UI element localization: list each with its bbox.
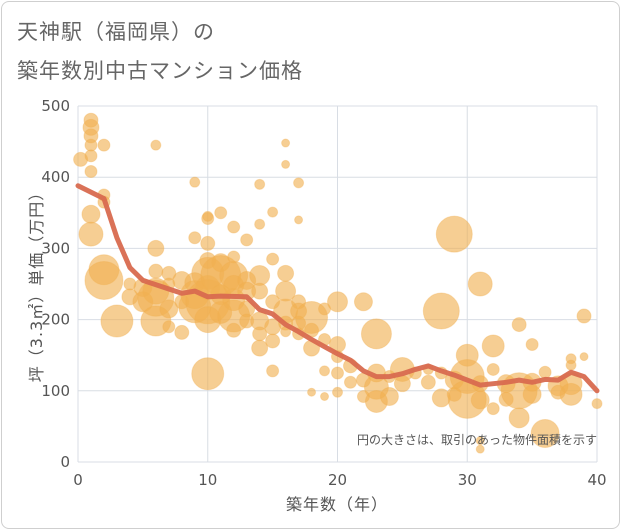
chart-title-line2: 築年数別中古マンション価格 bbox=[17, 59, 303, 83]
bubble-point bbox=[100, 304, 134, 338]
bubble-point bbox=[240, 233, 254, 247]
chart-title-line1: 天神駅（福岡県）の bbox=[17, 20, 215, 44]
y-tick-label: 200 bbox=[41, 311, 70, 329]
bubble-point bbox=[294, 215, 304, 225]
bubble-point bbox=[522, 384, 542, 404]
bubble-point bbox=[565, 359, 577, 371]
bubble-point bbox=[481, 334, 505, 358]
bubble-point bbox=[525, 338, 539, 352]
bubble-point bbox=[343, 375, 357, 389]
bubble-point bbox=[266, 364, 280, 378]
bubble-point bbox=[486, 362, 500, 376]
bubble-point bbox=[307, 387, 317, 397]
y-axis-title: 坪（3.3㎡）単価（万円） bbox=[27, 184, 46, 382]
bubble-point bbox=[319, 365, 331, 377]
bubble-point bbox=[332, 386, 343, 398]
bubble-point bbox=[266, 252, 280, 266]
bubble-point bbox=[84, 165, 98, 179]
bubble-point bbox=[331, 366, 344, 380]
bubble-point bbox=[511, 317, 527, 333]
bubble-point bbox=[538, 365, 552, 379]
bubble-point bbox=[281, 159, 291, 169]
bubble-point bbox=[251, 282, 269, 300]
bubble-point bbox=[251, 339, 269, 357]
x-axis-title: 築年数（年） bbox=[286, 495, 388, 514]
bubble-point bbox=[174, 324, 190, 340]
bubble-point bbox=[191, 357, 225, 391]
bubble-point bbox=[150, 139, 162, 151]
bubble-point bbox=[486, 402, 500, 416]
bubble-point bbox=[189, 176, 201, 188]
y-tick-label: 400 bbox=[41, 168, 70, 186]
bubble-point bbox=[267, 206, 279, 218]
bubble-point bbox=[265, 333, 281, 349]
bubble-point bbox=[530, 419, 560, 449]
bubble-point bbox=[226, 322, 242, 338]
bubble-point bbox=[360, 318, 392, 350]
bubble-point bbox=[84, 260, 124, 300]
bubble-point bbox=[84, 149, 98, 163]
x-tick-label: 40 bbox=[587, 471, 606, 489]
x-tick-label: 30 bbox=[458, 471, 477, 489]
bubble-point bbox=[435, 215, 473, 253]
y-tick-label: 100 bbox=[41, 382, 70, 400]
y-tick-label: 500 bbox=[41, 97, 70, 115]
bubble-point bbox=[579, 352, 589, 362]
bubble-point bbox=[148, 263, 164, 279]
bubble-point bbox=[97, 138, 111, 152]
y-tick-label: 300 bbox=[41, 239, 70, 257]
bubble-point bbox=[214, 206, 228, 220]
bubble-point bbox=[293, 177, 305, 189]
trend-line-layer bbox=[75, 183, 600, 394]
bubble-point bbox=[227, 220, 241, 234]
bubble-point bbox=[147, 239, 165, 257]
bubble-point bbox=[327, 291, 348, 313]
bubble-point bbox=[467, 271, 493, 297]
bubble-point bbox=[393, 375, 411, 393]
bubble-point bbox=[202, 210, 214, 222]
x-tick-label: 0 bbox=[73, 471, 83, 489]
x-tick-label: 20 bbox=[328, 471, 347, 489]
bubble-point bbox=[200, 235, 216, 251]
y-tick-label: 0 bbox=[60, 453, 70, 471]
bubble-point bbox=[254, 218, 266, 230]
bubble-point bbox=[379, 386, 399, 406]
bubble-point bbox=[559, 382, 583, 406]
bubble-point bbox=[353, 292, 373, 312]
bubble-point bbox=[470, 390, 490, 410]
bubble-point bbox=[591, 398, 603, 410]
bubble-point bbox=[188, 231, 202, 245]
bubble-point bbox=[159, 299, 179, 319]
bubble-point bbox=[162, 320, 176, 334]
bubble-point bbox=[277, 264, 295, 282]
bubble-point bbox=[475, 436, 485, 446]
x-tick-label: 10 bbox=[198, 471, 217, 489]
bubble-point bbox=[508, 407, 530, 429]
bubble-point bbox=[254, 178, 266, 190]
bubble-point bbox=[422, 292, 460, 330]
bubble-point bbox=[576, 308, 592, 324]
axis-ticks: 0 100 200 300 400 500 0 10 20 30 40 bbox=[41, 97, 606, 489]
size-note: 円の大きさは、取引のあった物件面積を示す bbox=[357, 432, 597, 447]
bubble-point bbox=[420, 374, 436, 390]
bubble-point bbox=[281, 138, 291, 148]
trend-line bbox=[75, 183, 600, 394]
bubble-point bbox=[249, 264, 271, 286]
bubble-point bbox=[475, 444, 485, 454]
bubble-point bbox=[78, 221, 104, 247]
bubble-point bbox=[81, 204, 101, 224]
bubble-point bbox=[320, 391, 330, 401]
